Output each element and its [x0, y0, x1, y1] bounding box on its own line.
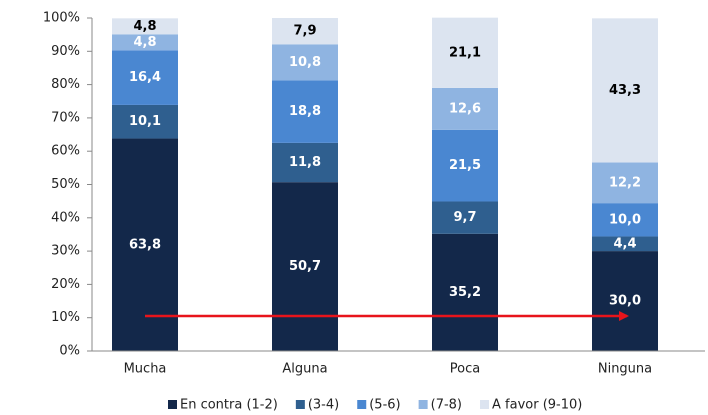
y-tick-label: 0%: [59, 344, 80, 359]
legend-label: A favor (9-10): [492, 398, 582, 413]
bar-segment: [432, 233, 498, 351]
bar-segment: [592, 236, 658, 252]
data-label: 11,8: [289, 155, 321, 170]
data-label: 18,8: [289, 104, 321, 119]
bar-segment: [272, 142, 338, 183]
bar-segment: [592, 18, 658, 163]
bar-segment: [112, 34, 178, 51]
y-tick-label: 40%: [51, 210, 80, 225]
y-tick-label: 10%: [51, 310, 80, 325]
bar-segment: [112, 104, 178, 139]
bar-segment: [272, 44, 338, 81]
bar-segment: [592, 203, 658, 237]
data-label: 21,1: [449, 45, 481, 60]
y-tick-label: 20%: [51, 277, 80, 292]
data-label: 12,6: [449, 101, 481, 116]
legend: En contra (1-2) (3-4) (5-6) (7-8) A favor (9…: [168, 398, 582, 413]
y-tick-label: 30%: [51, 244, 80, 259]
y-tick-label: 100%: [43, 11, 80, 26]
x-tick-label: Mucha: [124, 362, 167, 377]
legend-label: (3-4): [308, 398, 339, 413]
data-label: 9,7: [453, 210, 476, 225]
y-tick-label: 50%: [51, 177, 80, 192]
legend-label: (7-8): [431, 398, 462, 413]
data-label: 4,8: [133, 19, 156, 34]
y-tick-label: 60%: [51, 144, 80, 159]
bar-segment: [432, 87, 498, 130]
legend-swatch: [480, 400, 490, 409]
legend-swatch: [418, 400, 428, 409]
bar-segment: [432, 129, 498, 202]
x-tick-label: Alguna: [282, 362, 327, 377]
bar-segment: [112, 50, 178, 105]
x-tick-label: Ninguna: [598, 362, 652, 377]
data-label: 10,1: [129, 114, 161, 129]
data-label: 4,8: [133, 35, 156, 50]
data-label: 7,9: [293, 24, 316, 39]
plot-area: 0% 10% 20% 30% 40% 50% 60% 70% 80% 90% 100% Mucha 63…: [43, 11, 705, 413]
x-tick-label: Poca: [450, 362, 480, 377]
data-label: 4,4: [613, 236, 636, 251]
y-tick-label: 80%: [51, 77, 80, 92]
data-label: 16,4: [129, 70, 161, 85]
data-label: 43,3: [609, 83, 641, 98]
bar-segment: [592, 162, 658, 204]
data-label: 50,7: [289, 259, 321, 274]
data-label: 10,0: [609, 212, 641, 227]
legend-swatch: [295, 400, 305, 409]
data-label: 21,5: [449, 158, 481, 173]
bar-segment: [592, 251, 658, 351]
bar-segment: [432, 17, 498, 88]
legend-swatch: [357, 400, 367, 409]
data-label: 30,0: [609, 294, 641, 309]
y-tick-label: 90%: [51, 44, 80, 59]
bar-segment: [272, 80, 338, 143]
legend-swatch: [168, 400, 177, 409]
legend-label: En contra (1-2): [180, 398, 278, 413]
data-label: 12,2: [609, 175, 641, 190]
legend-label: (5-6): [369, 398, 400, 413]
data-label: 63,8: [129, 237, 161, 252]
y-tick-label: 70%: [51, 110, 80, 125]
bar-segment: [272, 182, 338, 351]
bar-segment: [432, 201, 498, 234]
data-label: 10,8: [289, 55, 321, 70]
bar-segment: [112, 18, 178, 35]
data-label: 35,2: [449, 285, 481, 300]
bar-segment: [272, 18, 338, 45]
